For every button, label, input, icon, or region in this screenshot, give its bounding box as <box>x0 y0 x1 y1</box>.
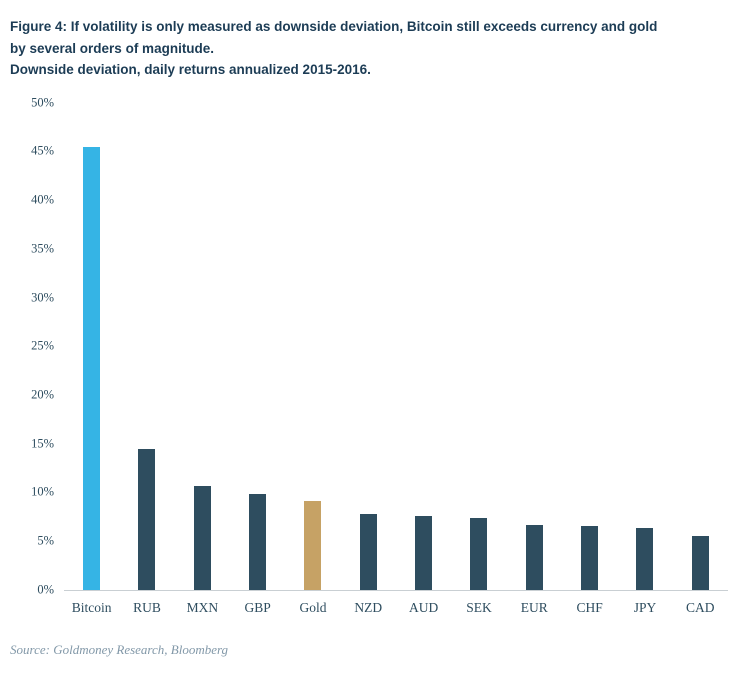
y-tick-label: 0% <box>37 582 54 597</box>
bar-column-jpy <box>617 103 672 590</box>
plot-area: 0% 5% 10% 15% 20% 25% 30% 35% 40% 45% 50% <box>31 95 728 596</box>
x-axis-label-jpy: JPY <box>633 599 657 615</box>
y-tick-label: 15% <box>31 436 54 451</box>
y-tick-label: 40% <box>31 192 54 207</box>
x-axis-label-gbp: GBP <box>244 599 271 615</box>
bar-column-eur <box>507 103 562 590</box>
bar-column-mxn <box>175 103 230 590</box>
bar-gold <box>304 501 322 590</box>
figure-subtitle: Downside deviation, daily returns annual… <box>10 62 371 78</box>
y-tick-label: 5% <box>37 533 54 548</box>
figure-title-line1: Figure 4: If volatility is only measured… <box>10 19 658 34</box>
bar-column-gbp <box>230 103 285 590</box>
bar-column-bitcoin <box>64 103 119 590</box>
bar-column-nzd <box>341 103 396 590</box>
y-tick-label: 20% <box>31 387 54 402</box>
bar-sek <box>470 517 488 590</box>
bar-column-cad <box>673 103 728 590</box>
bar-column-rub <box>119 103 174 590</box>
bar-rub <box>138 448 156 590</box>
figure-title-line2: by several orders of magnitude. <box>10 40 215 56</box>
y-tick-label: 35% <box>31 241 54 256</box>
figure-title: Figure 4: If volatility is only measured… <box>0 0 740 59</box>
x-axis-labels: Bitcoin RUB MXN GBP Gold NZD AUD SEK EUR CHF JPY CA… <box>64 591 728 616</box>
x-axis-label-bitcoin: Bitcoin <box>71 599 112 615</box>
bar-aud <box>415 515 433 590</box>
bar-mxn <box>193 485 211 590</box>
y-tick-label: 45% <box>31 143 54 158</box>
x-axis-label-nzd: NZD <box>354 599 383 615</box>
bar-column-chf <box>562 103 617 590</box>
bar-eur <box>525 524 543 590</box>
bars-group <box>64 103 728 590</box>
bar-chf <box>581 526 599 590</box>
x-axis-label-gold: Gold <box>299 599 327 615</box>
bar-column-aud <box>396 103 451 590</box>
bar-column-gold <box>285 103 340 590</box>
bar-chart: 0% 5% 10% 15% 20% 25% 30% 35% 40% 45% 50% Bitcoin R… <box>0 95 740 616</box>
x-axis-label-cad: CAD <box>686 599 715 615</box>
y-tick-label: 30% <box>31 290 54 305</box>
bar-jpy <box>636 528 654 590</box>
x-axis-label-sek: SEK <box>466 599 492 615</box>
y-tick-label: 50% <box>31 95 54 110</box>
bar-bitcoin <box>83 146 101 590</box>
bar-nzd <box>359 513 377 590</box>
x-axis-label-mxn: MXN <box>186 599 219 615</box>
y-tick-label: 25% <box>31 338 54 353</box>
x-axis-label-aud: AUD <box>409 599 439 615</box>
y-tick-label: 10% <box>31 484 54 499</box>
x-axis-label-eur: EUR <box>520 599 548 615</box>
x-axis-label-chf: CHF <box>576 599 603 615</box>
source-note: Source: Goldmoney Research, Bloomberg <box>10 641 229 657</box>
bar-gbp <box>249 494 267 590</box>
x-axis-label-rub: RUB <box>133 599 161 615</box>
bar-column-sek <box>451 103 506 590</box>
bar-cad <box>691 536 709 590</box>
